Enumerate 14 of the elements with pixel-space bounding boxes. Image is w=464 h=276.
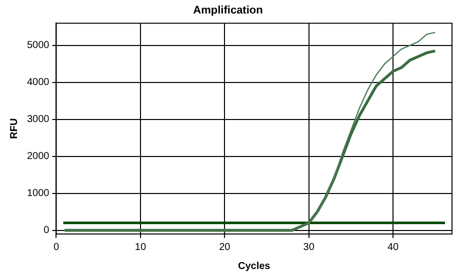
x-tick-label: 30: [303, 242, 315, 253]
x-tick-label: 20: [219, 242, 231, 253]
x-tick-label: 10: [134, 242, 146, 253]
y-tick-label: 4000: [26, 77, 50, 88]
y-axis-title: RFU: [8, 118, 20, 139]
x-axis-title: Cycles: [238, 260, 271, 272]
y-tick-label: 5000: [26, 40, 50, 52]
y-tick-label: 3000: [26, 114, 50, 126]
y-tick-label: 0: [44, 225, 50, 236]
y-tick-label: 2000: [26, 151, 50, 162]
x-tick-label: 40: [387, 242, 400, 253]
y-tick-label: 1000: [26, 188, 50, 200]
chart-title: Amplification: [193, 4, 264, 17]
x-tick-label: 0: [53, 242, 60, 253]
